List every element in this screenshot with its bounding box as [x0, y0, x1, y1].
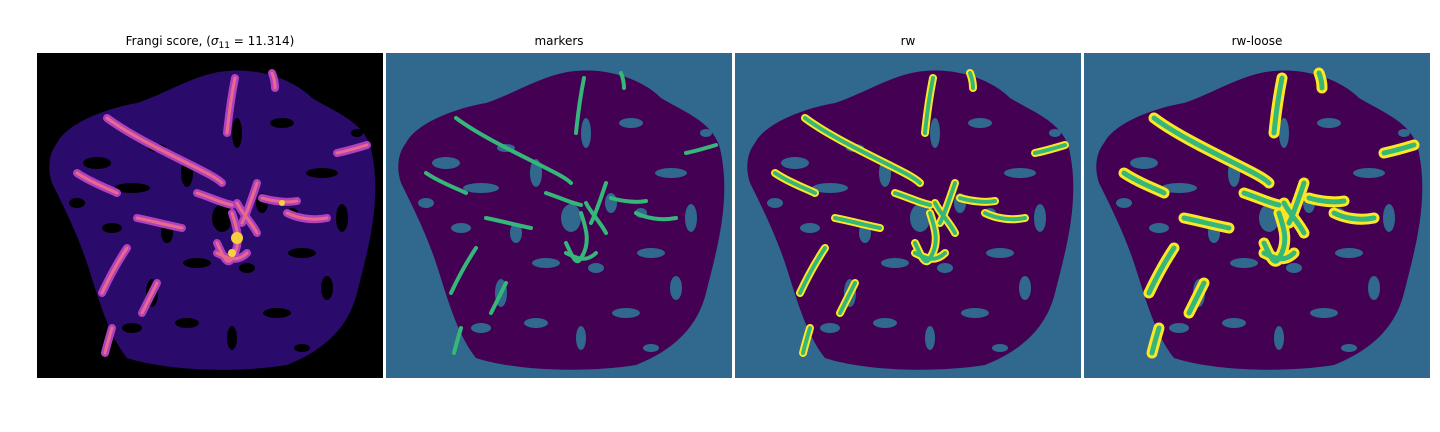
rw-loose-image: [1084, 53, 1430, 378]
frangi-score-image: [37, 53, 383, 378]
rw-image: [735, 53, 1081, 378]
frangi-peak: [231, 232, 243, 244]
frangi-peak: [228, 249, 236, 257]
rw-panel-title: rw: [735, 34, 1081, 52]
markers-image: [386, 53, 732, 378]
frangi-panel-title: Frangi score, (σ11 = 11.314): [37, 34, 383, 52]
markers-panel-title: markers: [386, 34, 732, 52]
frangi-peak: [279, 200, 285, 206]
rw-loose-panel-title: rw-loose: [1084, 34, 1430, 52]
